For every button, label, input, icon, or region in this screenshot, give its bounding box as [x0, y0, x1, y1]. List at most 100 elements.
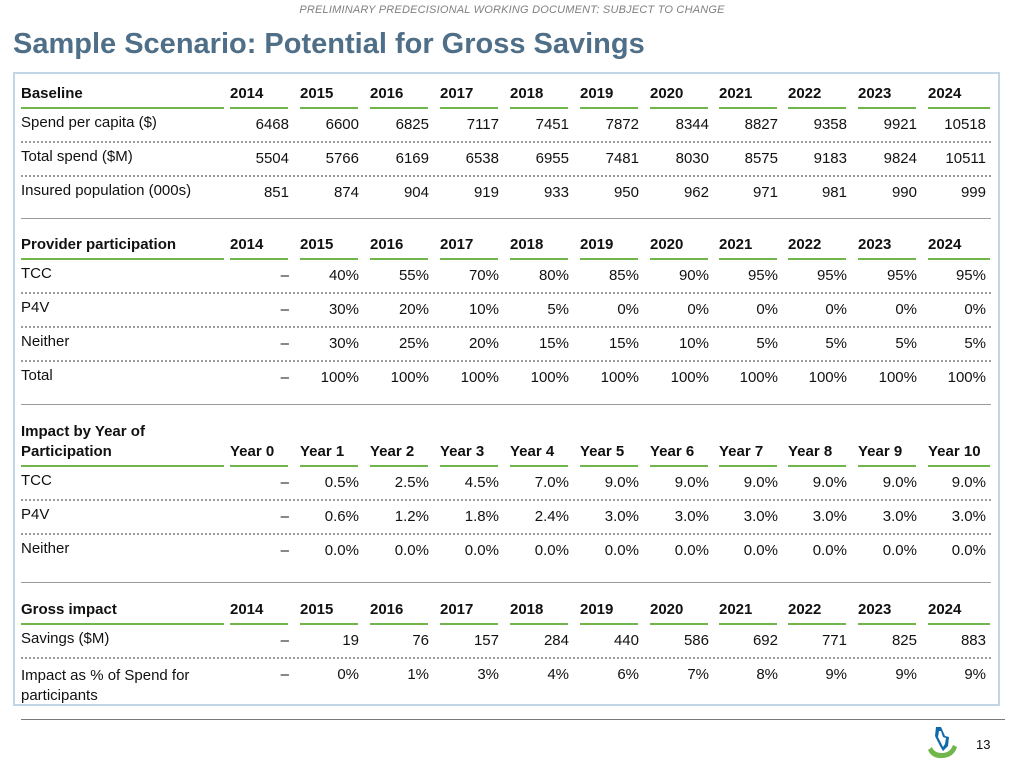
column-header: 2023 [858, 601, 892, 618]
table-cell: 440 [613, 632, 639, 649]
table-cell: 0.0% [674, 542, 709, 559]
header-underline [858, 107, 916, 109]
table-cell: 5% [964, 335, 986, 352]
column-header: 2021 [719, 236, 753, 253]
header-underline [440, 623, 498, 625]
table-cell: 5766 [325, 150, 359, 167]
table-cell: 0% [895, 301, 917, 318]
row-label: TCC [21, 265, 52, 282]
column-header: 2023 [858, 236, 892, 253]
table-cell: 0.0% [743, 542, 778, 559]
column-header: 2018 [510, 601, 544, 618]
column-header: Year 2 [370, 443, 415, 460]
section-divider [21, 218, 991, 219]
table-cell: 55% [398, 267, 429, 284]
column-header: 2018 [510, 236, 544, 253]
column-header: 2014 [230, 85, 264, 102]
header-underline [510, 258, 568, 260]
table-cell: 9.0% [951, 474, 986, 491]
table-cell: 9.0% [743, 474, 778, 491]
header-underline [21, 258, 224, 260]
table-cell: 0% [756, 301, 778, 318]
table-cell: – [280, 508, 289, 525]
header-underline [580, 465, 638, 467]
header-underline [928, 623, 990, 625]
page-number: 13 [976, 737, 991, 752]
table-row: Neither – 30% 25% 20% 15% 15% 10% 5% 5% 5% 5% [21, 328, 991, 362]
table-cell: 692 [752, 632, 778, 649]
table-cell: 6600 [325, 116, 359, 133]
column-header: 2024 [928, 601, 962, 618]
table-cell: 90% [678, 267, 709, 284]
row-divider [21, 175, 991, 177]
column-header: 2017 [440, 85, 474, 102]
column-header: 2020 [650, 236, 684, 253]
table-cell: 8% [756, 666, 778, 683]
header-underline [650, 107, 708, 109]
column-header: Year 8 [788, 443, 833, 460]
table-cell: 7481 [605, 150, 639, 167]
column-header: 2022 [788, 601, 822, 618]
table-cell: 3% [477, 666, 499, 683]
table-cell: 825 [891, 632, 917, 649]
row-label: Spend per capita ($) [21, 114, 157, 131]
impact-by-year-table: Impact by Year of Participation Year 0 Yea… [21, 422, 991, 569]
column-header: 2020 [650, 601, 684, 618]
footer-divider [21, 719, 1005, 720]
table-cell: – [280, 632, 289, 649]
table-cell: 100% [878, 369, 917, 386]
gross-impact-header-row: Gross impact 2014 2015 2016 2017 2018 2019 202… [21, 596, 991, 625]
table-cell: – [280, 369, 289, 386]
table-cell: 157 [473, 632, 499, 649]
column-header: 2023 [858, 85, 892, 102]
table-cell: 100% [808, 369, 847, 386]
table-cell: 6169 [395, 150, 429, 167]
header-underline [370, 465, 428, 467]
table-cell: 20% [398, 301, 429, 318]
column-header: Year 4 [510, 443, 555, 460]
table-cell: 8575 [744, 150, 778, 167]
table-cell: 0.6% [324, 508, 359, 525]
header-underline [510, 623, 568, 625]
state-outline-logo-icon [922, 722, 962, 762]
table-cell: 1.8% [464, 508, 499, 525]
column-header: 2019 [580, 601, 614, 618]
table-cell: 5% [756, 335, 778, 352]
table-cell: 3.0% [604, 508, 639, 525]
header-underline [230, 107, 288, 109]
row-label: Impact as % of Spend for participants [21, 667, 190, 704]
header-underline [788, 107, 846, 109]
column-header: Year 3 [440, 443, 485, 460]
section-divider [21, 404, 991, 405]
header-underline [928, 258, 990, 260]
header-underline [580, 258, 638, 260]
column-header: 2022 [788, 236, 822, 253]
participation-header-row: Provider participation 2014 2015 2016 2017 2… [21, 231, 991, 260]
column-header: 2016 [370, 236, 404, 253]
row-label: Neither [21, 540, 70, 557]
table-frame [13, 72, 1000, 706]
column-header: 2014 [230, 236, 264, 253]
gross-impact-table: Gross impact 2014 2015 2016 2017 2018 2019 202… [21, 596, 991, 705]
header-underline [21, 107, 224, 109]
column-header: Year 5 [580, 443, 625, 460]
row-divider [21, 499, 991, 501]
impact-header-row: Impact by Year of Participation Year 0 Yea… [21, 422, 991, 467]
column-header: 2021 [719, 601, 753, 618]
column-header: 2016 [370, 601, 404, 618]
table-cell: 933 [543, 184, 569, 201]
header-underline [858, 623, 916, 625]
table-cell: 6% [617, 666, 639, 683]
table-cell: 1.2% [394, 508, 429, 525]
column-header: 2017 [440, 236, 474, 253]
table-cell: 95% [955, 267, 986, 284]
page-title: Sample Scenario: Potential for Gross Sav… [13, 28, 645, 60]
header-underline [300, 107, 358, 109]
table-cell: 0.0% [464, 542, 499, 559]
table-cell: 19 [342, 632, 359, 649]
column-header: 2024 [928, 236, 962, 253]
table-cell: 9921 [883, 116, 917, 133]
header-underline [650, 623, 708, 625]
table-cell: 0% [825, 301, 847, 318]
table-row: Insured population (000s) 851 874 904 919 933… [21, 177, 991, 211]
